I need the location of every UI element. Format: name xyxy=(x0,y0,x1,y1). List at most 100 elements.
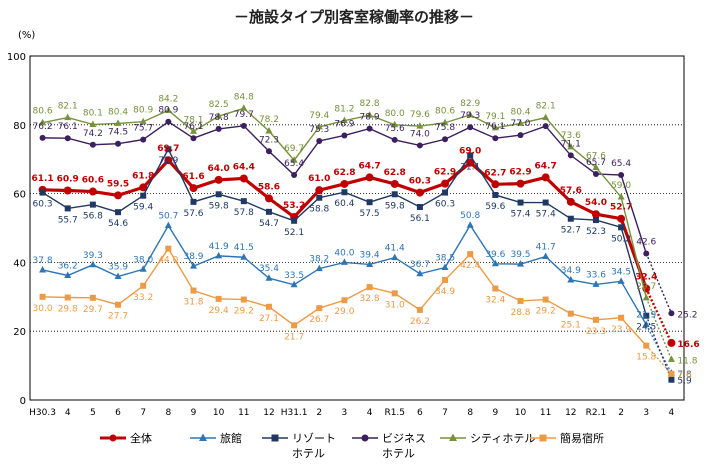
data-label: 35.4 xyxy=(259,264,279,274)
data-point xyxy=(165,245,172,252)
x-tick-label: 5 xyxy=(90,408,96,418)
data-point xyxy=(442,189,449,196)
data-label: 56.8 xyxy=(83,212,103,222)
data-label: 54.6 xyxy=(108,219,128,229)
data-point xyxy=(140,282,147,289)
data-point xyxy=(618,224,625,231)
data-label: 80.1 xyxy=(83,108,103,118)
data-label: 64.7 xyxy=(535,161,557,171)
data-point xyxy=(316,137,323,144)
data-point xyxy=(517,199,524,206)
y-tick-label: 80 xyxy=(13,121,26,132)
data-point xyxy=(190,127,197,134)
data-point xyxy=(340,179,349,188)
data-label: 50.8 xyxy=(460,211,480,221)
data-point xyxy=(467,124,474,131)
data-label: 80.6 xyxy=(435,107,455,117)
data-point xyxy=(591,210,600,219)
data-label: 53.2 xyxy=(283,201,305,211)
x-tick-label: 7 xyxy=(140,408,146,418)
data-point xyxy=(592,170,599,177)
data-label: 41.7 xyxy=(536,243,556,253)
data-label: 27.1 xyxy=(259,314,279,324)
data-label: 72.3 xyxy=(259,135,279,145)
data-label: 38.2 xyxy=(309,255,329,265)
data-label: 27.7 xyxy=(108,312,128,322)
data-label: 21.9 xyxy=(636,311,656,321)
data-label: 42.6 xyxy=(636,237,656,247)
data-point xyxy=(491,180,500,189)
data-label: 57.8 xyxy=(234,208,254,218)
data-point xyxy=(291,217,298,224)
data-point xyxy=(466,221,474,228)
data-label: 7.8 xyxy=(677,370,692,380)
series-6 xyxy=(39,245,675,377)
data-point xyxy=(164,106,172,113)
legend-item: 簡易宿所 xyxy=(530,431,604,445)
data-point xyxy=(517,297,524,304)
data-label: 59.8 xyxy=(209,201,229,211)
data-point xyxy=(64,135,71,142)
data-label: 40.0 xyxy=(334,248,354,258)
data-point xyxy=(340,116,348,124)
data-point xyxy=(64,294,71,301)
data-label: 75.7 xyxy=(133,124,153,134)
data-label: 82.1 xyxy=(58,102,78,112)
data-point xyxy=(165,146,172,153)
data-point xyxy=(416,122,424,129)
data-label: 64.4 xyxy=(233,162,255,172)
data-point xyxy=(114,191,123,200)
data-point xyxy=(491,123,499,131)
data-label: 26.7 xyxy=(309,315,329,325)
data-point xyxy=(391,253,399,261)
data-point xyxy=(64,271,72,278)
x-tick-label: 12 xyxy=(263,408,274,418)
data-label: 36.7 xyxy=(410,260,430,270)
data-point xyxy=(240,104,248,111)
data-label: 39.5 xyxy=(510,250,530,260)
data-point xyxy=(39,118,47,126)
data-label: 57.4 xyxy=(510,210,530,220)
data-point xyxy=(341,132,348,139)
data-point xyxy=(542,113,550,121)
data-point xyxy=(315,186,324,195)
data-point xyxy=(291,172,298,179)
data-point xyxy=(667,338,676,347)
x-tick-label: 8 xyxy=(165,408,171,418)
data-point xyxy=(214,175,223,184)
data-point xyxy=(618,172,625,179)
data-label: 79.4 xyxy=(309,111,329,121)
data-label: 41.4 xyxy=(385,244,405,254)
data-label: 29.2 xyxy=(234,307,254,317)
data-label: 62.7 xyxy=(484,168,506,178)
data-label: 76.9 xyxy=(334,119,354,129)
data-label: 21.7 xyxy=(284,332,304,342)
data-label: 29.0 xyxy=(334,307,354,317)
data-label: 38.0 xyxy=(133,255,153,265)
data-point xyxy=(39,134,46,141)
data-point xyxy=(291,322,298,329)
data-point xyxy=(366,125,373,132)
data-label: 56.1 xyxy=(410,214,430,224)
series-group xyxy=(38,104,676,383)
data-label: 33.6 xyxy=(586,270,606,280)
data-label: 32.4 xyxy=(635,273,657,283)
data-point xyxy=(89,141,96,148)
data-point xyxy=(190,262,197,269)
x-tick-label: 4 xyxy=(65,408,71,418)
x-tick-label: 12 xyxy=(565,408,576,418)
data-point xyxy=(467,251,474,258)
data-point xyxy=(115,209,122,216)
data-point xyxy=(442,276,449,283)
data-label: 60.3 xyxy=(33,200,53,210)
data-label: 80.4 xyxy=(108,107,128,117)
data-label: 69.7 xyxy=(157,144,179,154)
data-point xyxy=(566,197,575,206)
y-tick-label: 100 xyxy=(7,52,26,63)
data-label: 60.6 xyxy=(82,176,104,186)
data-point xyxy=(466,110,474,118)
legend-label: 全体 xyxy=(130,431,152,445)
